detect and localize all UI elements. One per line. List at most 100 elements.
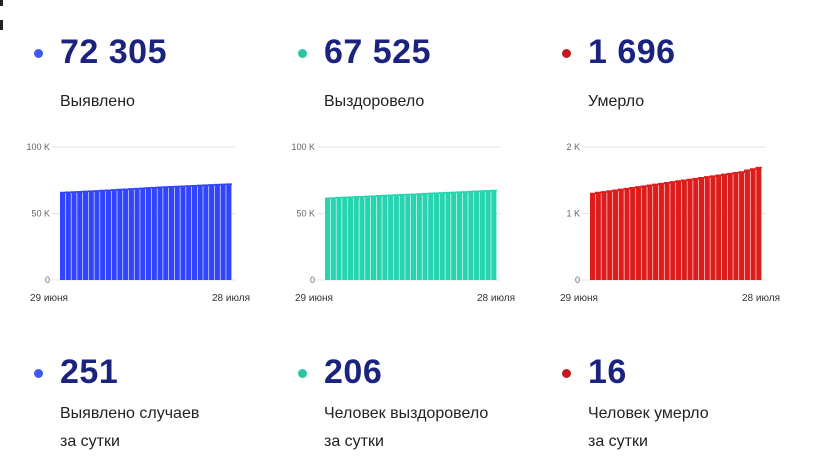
bar	[428, 193, 434, 280]
x-tick-label: 29 июня	[560, 293, 598, 304]
bar	[65, 192, 71, 280]
red-dot-icon	[562, 49, 571, 58]
bar	[203, 185, 209, 280]
bar	[491, 190, 497, 280]
stat-label-line2: за сутки	[324, 433, 384, 450]
bar	[347, 197, 354, 280]
chart-recovered: 0 50 K 100 K 29 июня 28 июля	[291, 142, 515, 304]
bar	[88, 191, 94, 280]
bar	[445, 192, 451, 280]
bar	[353, 196, 359, 280]
bar	[687, 179, 693, 280]
bar	[168, 186, 175, 280]
stat-label: Выявлено	[60, 93, 135, 110]
y-tick-label: 50 K	[296, 209, 315, 219]
blue-dot-icon	[34, 369, 43, 378]
bar	[658, 183, 664, 280]
bar	[214, 184, 220, 280]
bar	[590, 193, 596, 280]
bar	[411, 194, 417, 280]
stat-label: Человек выздоровело за сутки	[324, 400, 488, 456]
stat-label: Выздоровело	[324, 93, 425, 110]
x-tick-label: 28 июля	[212, 293, 250, 304]
bar	[197, 185, 203, 280]
bar	[325, 198, 331, 280]
bar	[71, 191, 77, 280]
bar	[134, 188, 140, 280]
y-tick-label: 100 K	[291, 142, 315, 152]
bar	[336, 197, 342, 280]
stat-value: 206	[324, 353, 383, 391]
bar	[174, 186, 180, 280]
bar	[704, 176, 710, 280]
y-tick-label: 2 K	[566, 142, 580, 152]
bar	[359, 196, 365, 280]
bar	[105, 190, 111, 280]
bar	[653, 184, 659, 280]
bar	[123, 189, 129, 280]
y-tick-label: 1 K	[566, 209, 580, 219]
red-dot-icon	[562, 369, 571, 378]
bar	[433, 193, 440, 280]
bar	[641, 186, 647, 280]
stat-label-line2: за сутки	[588, 433, 648, 450]
stat-label-line1: Выявлено случаев	[60, 405, 200, 422]
chart-died: 0 1 K 2 K 29 июня 28 июля	[560, 142, 780, 304]
stat-value: 72 305	[60, 33, 167, 71]
bar	[77, 191, 83, 280]
stat-value: 67 525	[324, 33, 431, 71]
bar	[601, 191, 607, 280]
y-tick-label: 100 K	[26, 142, 50, 152]
bar	[146, 187, 152, 280]
bar	[399, 194, 405, 280]
x-tick-label: 29 июня	[295, 293, 333, 304]
bar	[676, 181, 682, 280]
bar	[439, 192, 445, 280]
bar	[739, 171, 745, 280]
y-tick-label: 50 K	[31, 209, 50, 219]
bar-top-edge	[325, 189, 497, 199]
bar	[342, 197, 348, 280]
bar	[664, 182, 670, 280]
bar	[456, 192, 462, 280]
stat-label-line1: Человек выздоровело	[324, 405, 489, 422]
bar	[451, 192, 457, 280]
bar	[698, 177, 705, 280]
bar	[624, 188, 630, 280]
bar	[60, 192, 66, 280]
y-tick-label: 0	[575, 275, 580, 285]
bar	[393, 195, 399, 280]
teal-dot-icon	[298, 49, 307, 58]
y-tick-label: 0	[310, 275, 315, 285]
bar	[756, 167, 762, 280]
bar	[416, 193, 422, 280]
stat-label: Выявлено случаев за сутки	[60, 400, 199, 456]
bar	[479, 191, 485, 280]
bar	[370, 196, 376, 280]
chart-detected: 0 50 K 100 K 29 июня 28 июля	[26, 142, 250, 304]
stat-value: 1 696	[588, 33, 676, 71]
bar	[474, 191, 480, 280]
stat-value: 251	[60, 353, 119, 391]
bar	[612, 190, 619, 280]
bar	[365, 196, 371, 280]
teal-dot-icon	[298, 369, 307, 378]
bar-top-edge	[590, 166, 762, 195]
stat-value: 16	[588, 353, 627, 391]
bar	[163, 187, 169, 280]
bar	[186, 185, 192, 280]
bar	[330, 197, 336, 280]
bar-top-edge	[60, 183, 232, 194]
bar	[180, 186, 186, 280]
bar	[618, 189, 624, 280]
bar	[140, 188, 146, 280]
x-tick-label: 29 июня	[30, 293, 68, 304]
bar	[209, 184, 215, 280]
bar	[191, 185, 197, 280]
bar	[635, 186, 641, 280]
bar	[681, 180, 687, 280]
stat-label-line1: Человек умерло	[588, 405, 709, 422]
bar	[670, 181, 676, 280]
x-tick-label: 28 июля	[742, 293, 780, 304]
bar	[750, 168, 756, 280]
